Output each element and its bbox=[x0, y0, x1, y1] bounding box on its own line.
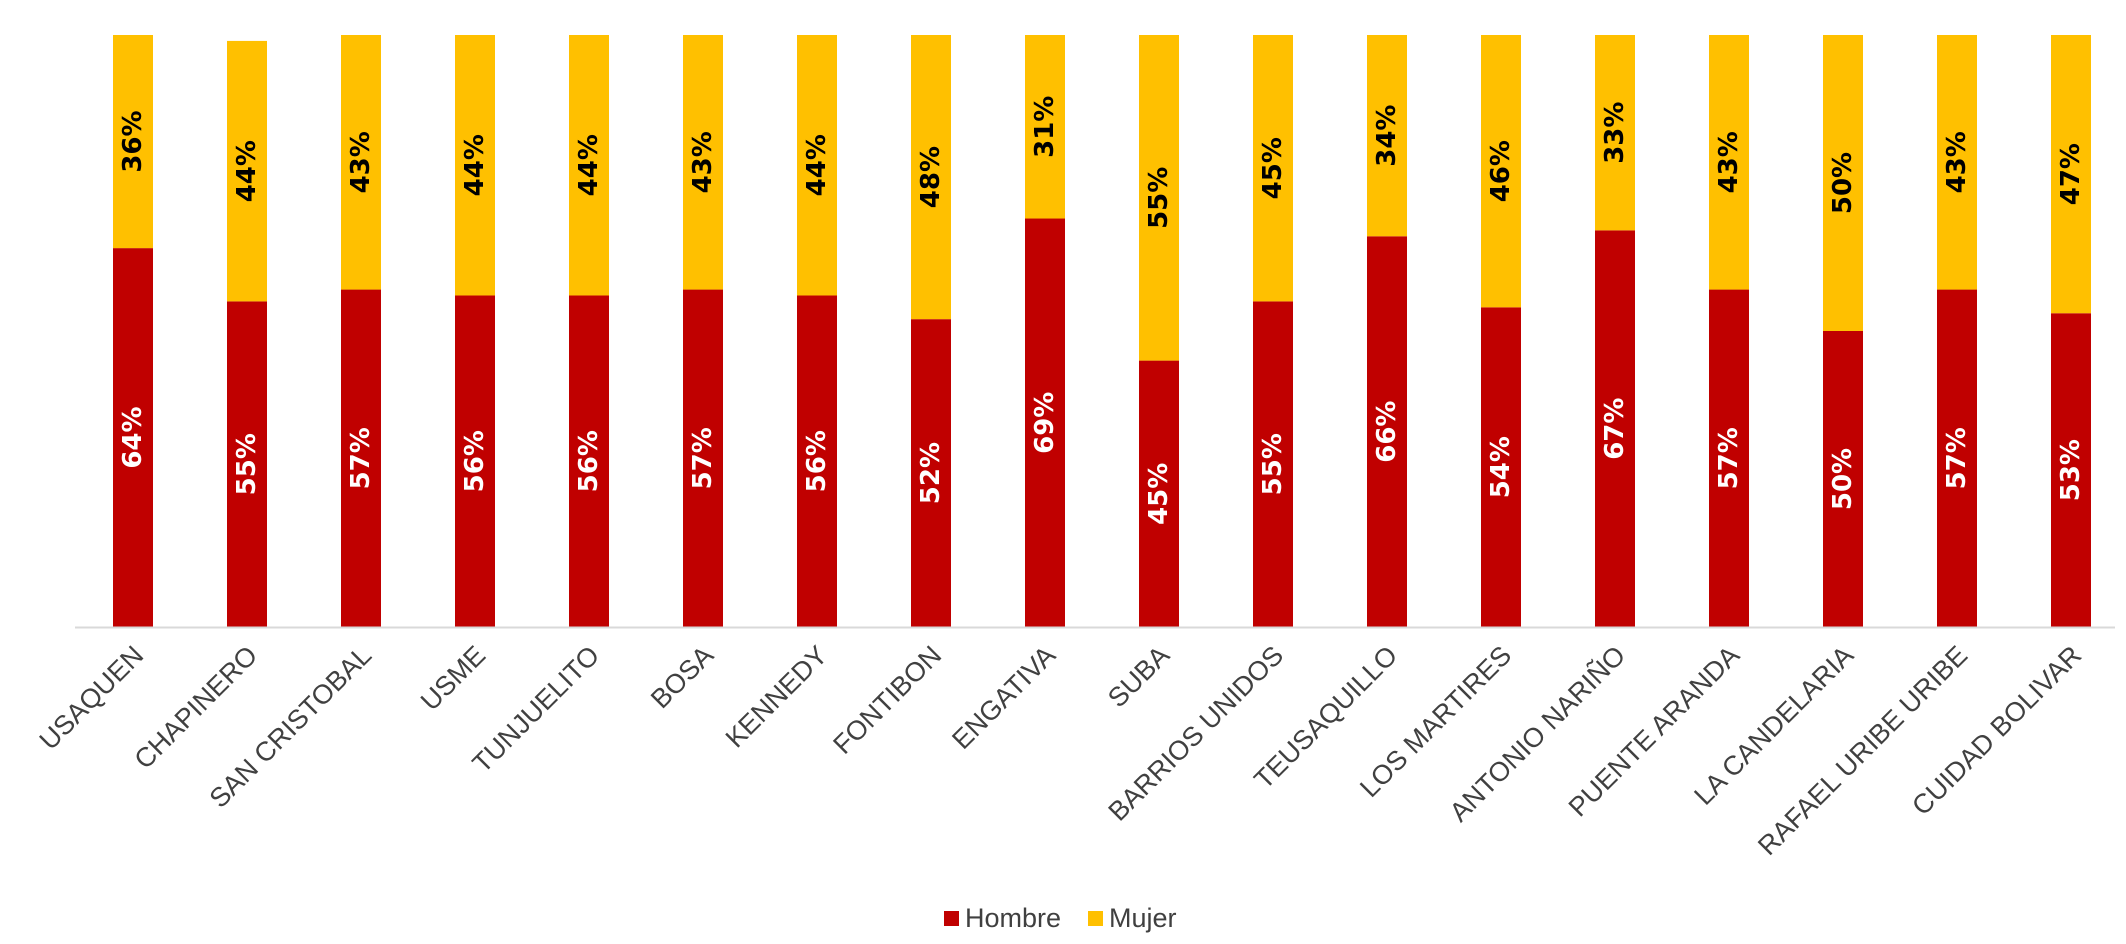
value-label-mujer-los-martires: 46% bbox=[1486, 140, 1516, 202]
bar-mujer-antonio-narino bbox=[1595, 35, 1635, 231]
value-label-mujer-bosa: 43% bbox=[688, 131, 718, 193]
value-label-mujer-fontibon: 48% bbox=[916, 146, 946, 208]
bar-mujer-engativa bbox=[1025, 35, 1065, 219]
bar-hombre-teusaquillo bbox=[1367, 236, 1407, 627]
value-label-hombre-cuidad-bolivar: 53% bbox=[2056, 439, 2086, 501]
bar-hombre-antonio-narino bbox=[1595, 230, 1635, 628]
bar-mujer-chapinero bbox=[227, 40, 267, 302]
category-label-suba: SUBA bbox=[1102, 640, 1175, 713]
value-label-mujer-rafael-uribe-uribe: 43% bbox=[1942, 131, 1972, 193]
bar-hombre-barrios-unidos bbox=[1253, 301, 1293, 627]
value-label-hombre-suba: 45% bbox=[1144, 463, 1174, 525]
value-label-mujer-antonio-narino: 33% bbox=[1600, 102, 1630, 164]
bar-hombre-fontibon bbox=[911, 319, 951, 627]
value-label-mujer-usaquen: 36% bbox=[118, 110, 148, 172]
bar-hombre-la-candelaria bbox=[1823, 331, 1863, 627]
legend-label-hombre: Hombre bbox=[965, 903, 1061, 933]
legend: Hombre Mujer bbox=[944, 903, 1177, 933]
bar-mujer-bosa bbox=[683, 35, 723, 290]
category-label-fontibon: FONTIBON bbox=[827, 640, 947, 760]
bar-hombre-puente-aranda bbox=[1709, 289, 1749, 627]
bar-hombre-usaquen bbox=[113, 248, 153, 627]
value-label-hombre-engativa: 69% bbox=[1030, 392, 1060, 454]
value-label-mujer-usme: 44% bbox=[460, 134, 490, 196]
value-label-mujer-la-candelaria: 50% bbox=[1828, 152, 1858, 214]
bar-mujer-usaquen bbox=[113, 35, 153, 249]
bar-mujer-suba bbox=[1139, 35, 1179, 361]
value-label-hombre-bosa: 57% bbox=[688, 427, 718, 489]
category-label-rafael-uribe-uribe: RAFAEL URIBE URIBE bbox=[1752, 640, 1973, 861]
value-label-hombre-antonio-narino: 67% bbox=[1600, 398, 1630, 460]
value-label-hombre-kennedy: 56% bbox=[802, 430, 832, 492]
value-label-hombre-los-martires: 54% bbox=[1486, 436, 1516, 498]
bar-mujer-la-candelaria bbox=[1823, 35, 1863, 331]
bar-hombre-cuidad-bolivar bbox=[2051, 313, 2091, 627]
value-label-hombre-fontibon: 52% bbox=[916, 442, 946, 504]
bar-hombre-usme bbox=[455, 295, 495, 627]
bars-layer: 64% 36% 55% 44% 57% 43% 56% 44% 56% 44% 57% 43% 56% 4… bbox=[113, 35, 2091, 628]
category-label-usaquen: USAQUEN bbox=[34, 640, 150, 756]
bar-mujer-barrios-unidos bbox=[1253, 35, 1293, 302]
value-label-mujer-barrios-unidos: 45% bbox=[1258, 137, 1288, 199]
bar-mujer-cuidad-bolivar bbox=[2051, 35, 2091, 314]
bar-hombre-engativa bbox=[1025, 218, 1065, 627]
value-label-hombre-puente-aranda: 57% bbox=[1714, 427, 1744, 489]
bar-mujer-los-martires bbox=[1481, 35, 1521, 308]
bar-hombre-bosa bbox=[683, 289, 723, 627]
value-label-mujer-teusaquillo: 34% bbox=[1372, 105, 1402, 167]
bar-hombre-tunjuelito bbox=[569, 295, 609, 627]
value-label-mujer-puente-aranda: 43% bbox=[1714, 131, 1744, 193]
legend-swatch-mujer bbox=[1088, 911, 1103, 926]
value-label-mujer-kennedy: 44% bbox=[802, 134, 832, 196]
value-label-mujer-chapinero: 44% bbox=[232, 140, 262, 202]
value-label-hombre-tunjuelito: 56% bbox=[574, 430, 604, 492]
bar-mujer-rafael-uribe-uribe bbox=[1937, 35, 1977, 290]
value-label-hombre-usaquen: 64% bbox=[118, 406, 148, 468]
bar-hombre-chapinero bbox=[227, 301, 267, 627]
bar-mujer-usme bbox=[455, 35, 495, 296]
value-label-mujer-san-cristobal: 43% bbox=[346, 131, 376, 193]
value-label-hombre-san-cristobal: 57% bbox=[346, 427, 376, 489]
value-label-hombre-barrios-unidos: 55% bbox=[1258, 433, 1288, 495]
bar-mujer-fontibon bbox=[911, 35, 951, 320]
category-label-kennedy: KENNEDY bbox=[720, 640, 834, 754]
bar-mujer-teusaquillo bbox=[1367, 35, 1407, 237]
value-label-hombre-teusaquillo: 66% bbox=[1372, 401, 1402, 463]
bar-hombre-san-cristobal bbox=[341, 289, 381, 627]
value-label-hombre-la-candelaria: 50% bbox=[1828, 448, 1858, 510]
legend-swatch-hombre bbox=[944, 911, 959, 926]
bar-mujer-puente-aranda bbox=[1709, 35, 1749, 290]
bar-hombre-los-martires bbox=[1481, 307, 1521, 627]
bar-hombre-rafael-uribe-uribe bbox=[1937, 289, 1977, 627]
value-label-hombre-chapinero: 55% bbox=[232, 433, 262, 495]
category-label-usme: USME bbox=[415, 640, 491, 716]
bar-mujer-san-cristobal bbox=[341, 35, 381, 290]
value-label-hombre-rafael-uribe-uribe: 57% bbox=[1942, 427, 1972, 489]
value-label-mujer-tunjuelito: 44% bbox=[574, 134, 604, 196]
legend-label-mujer: Mujer bbox=[1109, 903, 1177, 933]
value-label-hombre-usme: 56% bbox=[460, 430, 490, 492]
bar-hombre-suba bbox=[1139, 360, 1179, 627]
category-label-bosa: BOSA bbox=[645, 640, 719, 714]
value-label-mujer-cuidad-bolivar: 47% bbox=[2056, 143, 2086, 205]
bar-mujer-tunjuelito bbox=[569, 35, 609, 296]
value-label-mujer-suba: 55% bbox=[1144, 167, 1174, 229]
value-label-mujer-engativa: 31% bbox=[1030, 96, 1060, 158]
category-label-engativa: ENGATIVA bbox=[946, 640, 1061, 755]
bar-mujer-kennedy bbox=[797, 35, 837, 296]
bar-hombre-kennedy bbox=[797, 295, 837, 627]
